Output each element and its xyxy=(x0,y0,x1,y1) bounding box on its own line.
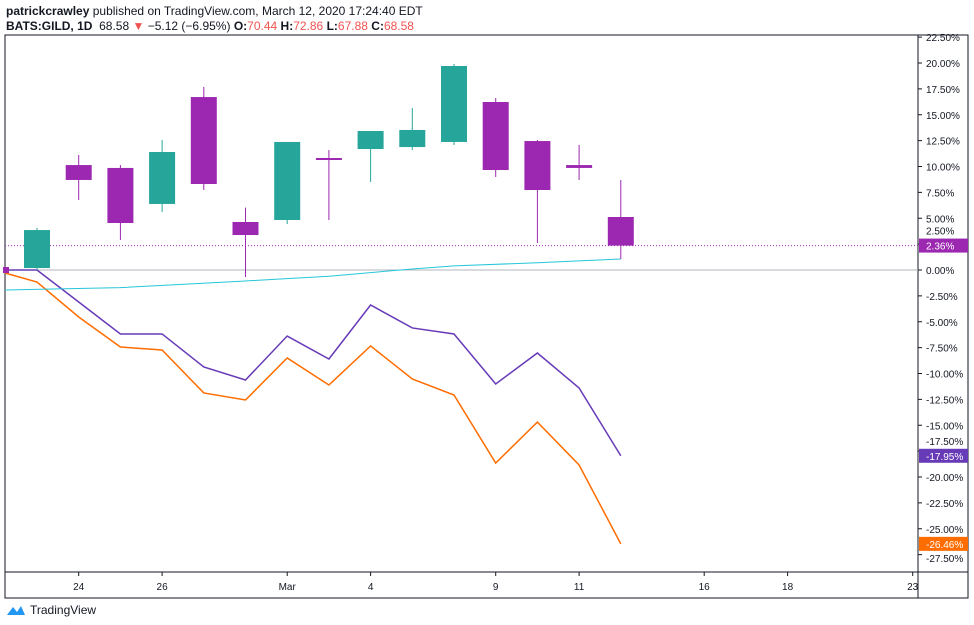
candle-body xyxy=(607,217,634,246)
y-tick-label: 2.50% xyxy=(926,227,954,238)
y-tick-label: -15.00% xyxy=(926,421,963,432)
candle-body xyxy=(107,167,134,224)
candle-body xyxy=(149,152,176,204)
y-tick-label: 15.00% xyxy=(926,111,960,122)
last-price-label-bg xyxy=(919,238,968,253)
symbol: BATS:GILD, 1D xyxy=(6,19,93,33)
published-text: published on TradingView.com, March 12, … xyxy=(92,4,423,18)
plot-area xyxy=(3,64,918,545)
candle-body xyxy=(566,165,593,168)
y-tick-label: 22.50% xyxy=(926,33,960,44)
publish-info: patrickcrawley published on TradingView.… xyxy=(6,4,423,18)
last-price-label: 2.36% xyxy=(926,242,954,253)
y-tick-label: -7.50% xyxy=(926,344,958,355)
candle-body xyxy=(315,158,342,161)
x-tick-label: 9 xyxy=(493,582,499,593)
y-tick-label: 12.50% xyxy=(926,137,960,148)
compare-purple-last-label-bg xyxy=(919,448,968,463)
x-tick-label: 4 xyxy=(368,582,374,593)
x-tick-label: Mar xyxy=(279,582,297,593)
compare-orange-last-label-bg xyxy=(919,536,968,551)
high-label: H: xyxy=(280,19,294,33)
y-tick-label: -22.50% xyxy=(926,499,963,510)
tradingview-logo[interactable]: TradingView xyxy=(6,603,96,617)
compare-purple-last-label: -17.95% xyxy=(926,452,963,463)
open-value: 70.44 xyxy=(247,19,278,33)
candle-body xyxy=(399,129,426,148)
x-tick-label: 26 xyxy=(157,582,169,593)
symbol-legend: BATS:GILD, 1D 68.58 ▼ −5.12 (−6.95%) O:7… xyxy=(6,19,414,33)
tradingview-logo-icon xyxy=(7,606,25,615)
y-tick-label: -2.50% xyxy=(926,292,958,303)
x-tick-label: 23 xyxy=(907,582,919,593)
candle-body xyxy=(24,230,50,269)
last-value: 68.58 xyxy=(99,19,130,33)
compare-orange-line xyxy=(4,272,622,545)
moving-average-line xyxy=(4,258,621,291)
y-tick-label: 0.00% xyxy=(926,266,954,277)
high-value: 72.86 xyxy=(293,19,324,33)
y-tick-label: -20.00% xyxy=(926,473,963,484)
close-label: C: xyxy=(371,19,384,33)
candle-body xyxy=(524,141,551,190)
y-tick-label: 10.00% xyxy=(926,163,960,174)
low-label: L: xyxy=(326,19,338,33)
low-value: 67.88 xyxy=(337,19,368,33)
candle-body xyxy=(357,130,384,150)
y-tick-label: -5.00% xyxy=(926,318,958,329)
candle-body xyxy=(441,66,467,142)
open-label: O: xyxy=(233,19,248,33)
y-tick-label: -27.50% xyxy=(926,554,963,565)
y-tick-label: -25.00% xyxy=(926,525,963,536)
candle-body xyxy=(482,102,509,171)
y-tick-label: -10.00% xyxy=(926,370,963,381)
candle-body xyxy=(232,221,259,236)
close-value: 68.58 xyxy=(383,19,414,33)
compare-orange-last-label: -26.46% xyxy=(926,540,963,551)
y-tick-label: 5.00% xyxy=(926,214,954,225)
x-tick-label: 11 xyxy=(574,582,585,593)
y-tick-label: 20.00% xyxy=(926,59,960,70)
symbol-marker xyxy=(3,267,9,273)
logo-text: TradingView xyxy=(30,603,97,617)
y-tick-label: 7.50% xyxy=(926,188,954,199)
compare-purple-line xyxy=(5,269,622,457)
down-arrow-icon: ▼ xyxy=(132,19,145,33)
chart-border xyxy=(4,34,969,599)
y-tick-label: -17.50% xyxy=(926,437,963,448)
candle-body xyxy=(65,165,92,180)
candle-body xyxy=(190,97,217,184)
x-tick-label: 24 xyxy=(73,582,85,593)
y-tick-label: 17.50% xyxy=(926,85,960,96)
x-tick-label: 16 xyxy=(699,582,711,593)
author: patrickcrawley xyxy=(6,4,90,18)
x-tick-label: 18 xyxy=(782,582,794,593)
y-tick-label: -12.50% xyxy=(926,395,963,406)
change: −5.12 (−6.95%) xyxy=(147,19,231,33)
candle-body xyxy=(274,141,301,221)
